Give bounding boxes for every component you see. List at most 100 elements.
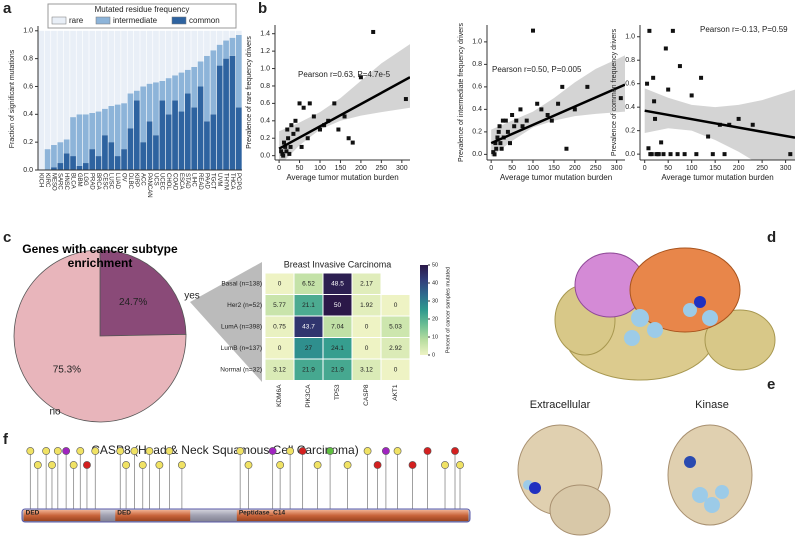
bar-segment <box>82 163 89 170</box>
x-tick-label: UVM <box>216 173 222 186</box>
cell-label: 21.9 <box>331 366 344 373</box>
point <box>285 127 290 132</box>
bar-segment <box>140 86 147 143</box>
bar-segment <box>204 121 210 170</box>
bar-segment <box>63 30 70 140</box>
y-tick-label: 1.2 <box>260 48 270 55</box>
point <box>289 123 294 128</box>
annotation: Pearson r=0.63, P=4.7e-5 <box>298 70 391 79</box>
bar-segment <box>216 65 223 170</box>
ribbon <box>704 309 776 371</box>
lollipop-head <box>116 447 125 455</box>
domain-label: DED <box>26 510 40 517</box>
bar-segment <box>95 156 102 170</box>
row-label: Her2 (n=52) <box>227 302 262 309</box>
slice-value-label: 75.3% <box>53 364 81 375</box>
sphere <box>702 310 718 326</box>
point <box>649 152 654 157</box>
x-tick-label: 50 <box>664 165 672 172</box>
point <box>503 118 508 123</box>
lollipop-head <box>33 461 42 469</box>
cell-label: 0 <box>278 345 282 352</box>
panel-label: d <box>767 229 776 246</box>
column-label: KDM6A <box>276 384 283 407</box>
bar-segment <box>159 30 166 81</box>
y-tick-label: 0.6 <box>260 100 270 107</box>
x-tick-label: KIRP <box>133 173 139 187</box>
bar-segment <box>178 111 185 170</box>
colorbar-tick-label: 30 <box>432 298 438 304</box>
x-tick-label: 200 <box>355 165 367 172</box>
lollipop-head <box>69 461 78 469</box>
y-tick-label: 0.4 <box>472 106 482 113</box>
point <box>524 118 529 123</box>
lollipop-head <box>155 461 164 469</box>
x-tick-label: UCS <box>152 173 158 186</box>
point <box>556 101 561 106</box>
x-tick-label: OV <box>120 173 126 182</box>
bar-segment <box>108 142 115 170</box>
lollipop-head <box>286 447 295 455</box>
point <box>699 75 704 80</box>
x-tick-label: UCEC <box>159 173 165 191</box>
y-tick-label: 0.8 <box>625 57 635 64</box>
point <box>618 96 623 101</box>
point <box>283 144 288 149</box>
bar-segment <box>146 30 153 84</box>
bar-segment <box>63 153 70 170</box>
bar-segment <box>172 30 178 76</box>
point <box>332 101 337 106</box>
y-tick-label: 0.0 <box>625 151 635 158</box>
fit-line <box>278 76 410 150</box>
bar-segment <box>184 69 191 94</box>
bar-segment <box>204 55 210 122</box>
heatmap-cell <box>380 358 411 381</box>
x-tick-label: KICH <box>38 173 44 187</box>
point <box>493 141 498 146</box>
y-tick-label: 1.0 <box>625 34 635 41</box>
bar-segment <box>140 30 147 87</box>
bar-segment <box>197 30 204 62</box>
lollipop-head <box>165 447 174 455</box>
colorbar <box>420 265 428 355</box>
point <box>670 28 675 33</box>
y-tick-label: 0.2 <box>472 129 482 136</box>
point <box>311 114 316 119</box>
bar-segment <box>57 142 64 164</box>
panel-label: f <box>3 431 9 448</box>
colorbar-tick-label: 10 <box>432 334 438 340</box>
column-label: TP53 <box>334 384 341 400</box>
structure-label: Kinase <box>695 399 729 411</box>
point <box>668 152 673 157</box>
lollipop-head <box>138 461 147 469</box>
lollipop-head <box>408 461 417 469</box>
y-axis-label: Prevalence of common frequency drivers <box>611 28 618 156</box>
cell-label: 5.77 <box>273 302 286 309</box>
bar-segment <box>210 50 217 115</box>
bar-segment <box>114 156 121 170</box>
point <box>663 46 668 51</box>
y-tick-label: 0.0 <box>260 152 270 159</box>
lollipop-head <box>276 461 285 469</box>
point <box>736 116 741 121</box>
lollipop-head <box>393 447 402 455</box>
sphere <box>631 309 649 327</box>
lollipop-head <box>48 461 56 469</box>
bar-segment <box>76 114 83 166</box>
cell-label: 6.52 <box>302 280 315 287</box>
cell-label: 3.12 <box>273 366 286 373</box>
domain <box>236 510 469 521</box>
bar-segment <box>63 139 70 154</box>
lollipop-head <box>456 461 464 469</box>
bar-segment <box>184 93 191 170</box>
bar-segment <box>229 55 236 170</box>
legend-swatch <box>95 16 111 25</box>
point <box>492 152 497 157</box>
legend-title: Mutated residue frequency <box>95 5 190 14</box>
row-label: Basal (n=138) <box>221 280 262 287</box>
x-tick-label: LIHC <box>191 173 197 187</box>
point <box>281 153 286 158</box>
point <box>299 144 304 149</box>
x-tick-label: CESC <box>101 173 107 190</box>
